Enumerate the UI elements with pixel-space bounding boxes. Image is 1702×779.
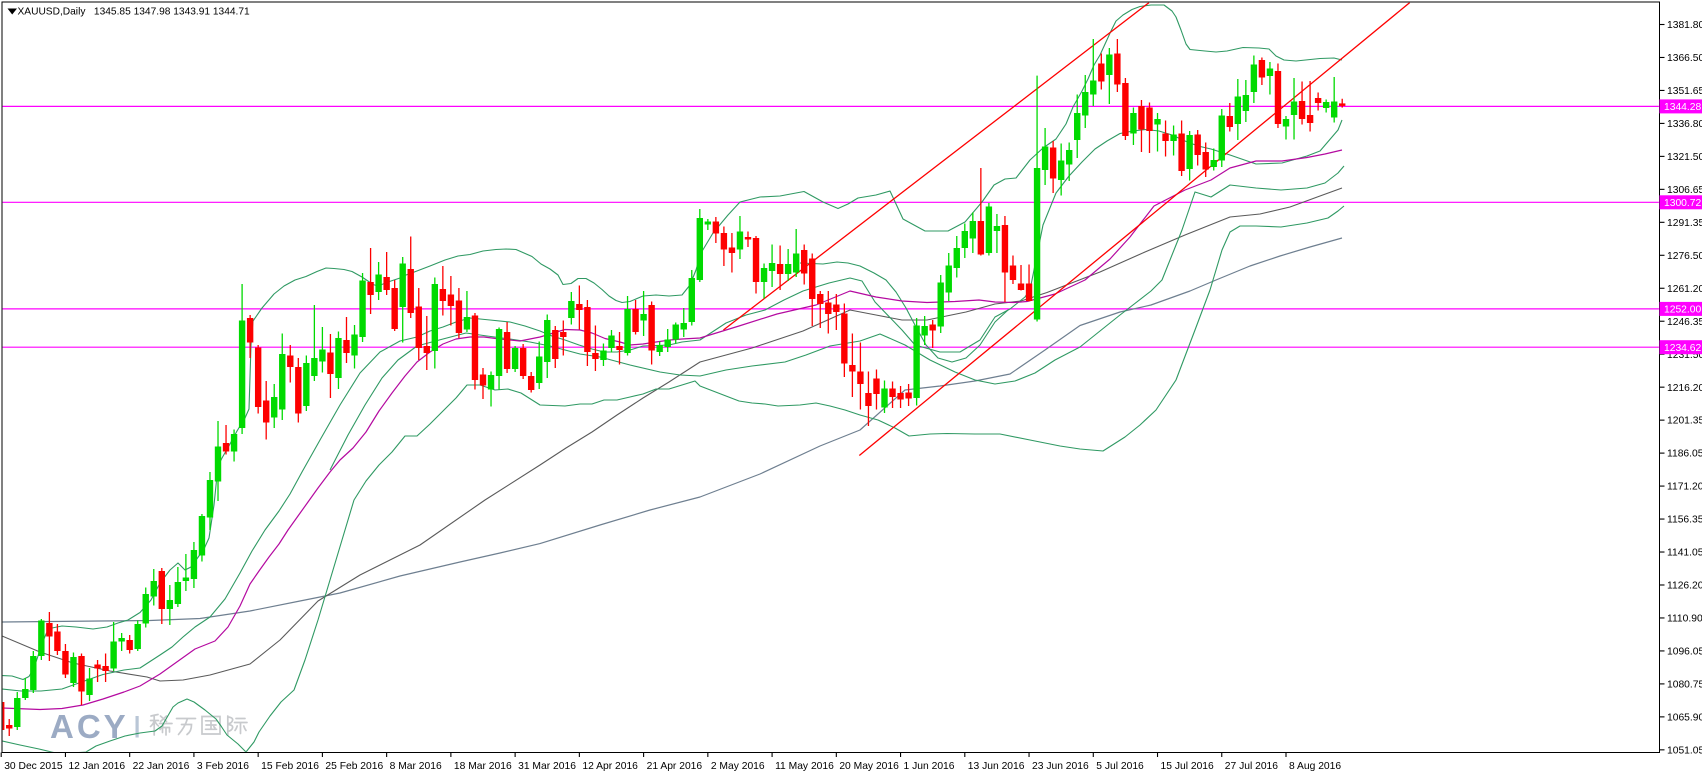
svg-text:1141.05: 1141.05 [1667, 548, 1702, 559]
svg-text:1234.62: 1234.62 [1664, 343, 1701, 354]
svg-text:21 Apr 2016: 21 Apr 2016 [647, 761, 703, 772]
svg-text:12 Jan 2016: 12 Jan 2016 [68, 761, 125, 772]
svg-text:23 Jun 2016: 23 Jun 2016 [1032, 761, 1089, 772]
svg-text:1252.00: 1252.00 [1664, 305, 1701, 316]
svg-text:8 Mar 2016: 8 Mar 2016 [390, 761, 442, 772]
svg-text:31 Mar 2016: 31 Mar 2016 [518, 761, 576, 772]
svg-text:12 Apr 2016: 12 Apr 2016 [582, 761, 638, 772]
svg-text:20 May 2016: 20 May 2016 [839, 761, 899, 772]
svg-text:1261.20: 1261.20 [1667, 284, 1702, 295]
svg-text:1366.50: 1366.50 [1667, 53, 1702, 64]
svg-text:XAUUSD,Daily 1345.85 1347.98: XAUUSD,Daily 1345.85 1347.98 1343.91 134… [18, 7, 251, 18]
svg-text:13 Jun 2016: 13 Jun 2016 [968, 761, 1025, 772]
svg-text:1065.90: 1065.90 [1667, 712, 1702, 723]
svg-text:1306.65: 1306.65 [1667, 185, 1702, 196]
svg-text:1321.50: 1321.50 [1667, 152, 1702, 163]
svg-text:27 Jul 2016: 27 Jul 2016 [1225, 761, 1279, 772]
svg-text:1300.72: 1300.72 [1664, 198, 1701, 209]
svg-text:8 Aug 2016: 8 Aug 2016 [1289, 761, 1341, 772]
svg-text:1051.05: 1051.05 [1667, 745, 1702, 756]
svg-text:22 Jan 2016: 22 Jan 2016 [133, 761, 190, 772]
svg-text:ACY: ACY [50, 708, 129, 745]
svg-text:1201.35: 1201.35 [1667, 416, 1702, 427]
svg-text:11 May 2016: 11 May 2016 [775, 761, 834, 772]
svg-text:3 Feb 2016: 3 Feb 2016 [197, 761, 249, 772]
svg-text:1246.35: 1246.35 [1667, 317, 1702, 328]
svg-text:1 Jun 2016: 1 Jun 2016 [904, 761, 955, 772]
svg-text:30 Dec 2015: 30 Dec 2015 [4, 761, 63, 772]
svg-text:15 Feb 2016: 15 Feb 2016 [261, 761, 319, 772]
svg-text:1126.20: 1126.20 [1667, 581, 1702, 592]
svg-text:1276.50: 1276.50 [1667, 251, 1702, 262]
svg-text:15 Jul 2016: 15 Jul 2016 [1161, 761, 1215, 772]
svg-text:1156.35: 1156.35 [1667, 515, 1702, 526]
svg-text:1216.20: 1216.20 [1667, 383, 1702, 394]
svg-text:1080.75: 1080.75 [1667, 680, 1702, 691]
svg-text:1381.80: 1381.80 [1667, 20, 1702, 31]
svg-text:25 Feb 2016: 25 Feb 2016 [325, 761, 383, 772]
svg-text:1351.65: 1351.65 [1667, 86, 1702, 97]
svg-text:2 May 2016: 2 May 2016 [711, 761, 765, 772]
svg-text:18 Mar 2016: 18 Mar 2016 [454, 761, 512, 772]
svg-text:1336.80: 1336.80 [1667, 119, 1702, 130]
svg-text:1186.05: 1186.05 [1667, 449, 1702, 460]
svg-text:1096.05: 1096.05 [1667, 647, 1702, 658]
svg-text:1171.20: 1171.20 [1667, 482, 1702, 493]
svg-text:1344.28: 1344.28 [1664, 102, 1701, 113]
svg-text:1291.35: 1291.35 [1667, 218, 1702, 229]
svg-text:5 Jul 2016: 5 Jul 2016 [1096, 761, 1144, 772]
svg-text:1110.90: 1110.90 [1667, 614, 1702, 625]
